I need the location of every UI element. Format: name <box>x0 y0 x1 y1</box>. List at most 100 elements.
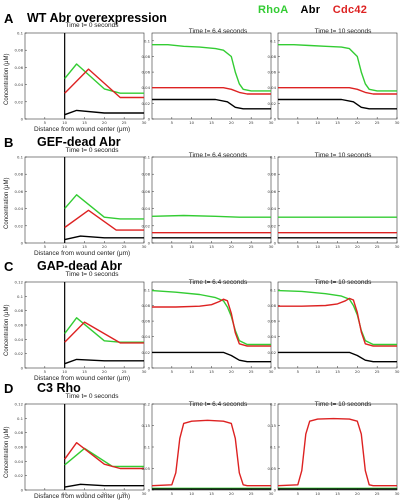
panel-b3-xtick-label: 20 <box>355 244 360 249</box>
panel-a2-ytick-label: 0.08 <box>142 54 151 59</box>
panel-a1-series-cdc42 <box>64 68 144 99</box>
panel-d2-ytick-label: 0.1 <box>144 445 151 450</box>
row-letter-d: D <box>4 381 14 396</box>
panel-b3-xtick-label: 25 <box>375 244 380 249</box>
panel-c2-ytick-label: 0.04 <box>142 334 151 339</box>
panel-title-b3: Time t= 10 seconds <box>314 152 372 159</box>
panel-b2-xtick-label: 20 <box>229 244 234 249</box>
panel-c2-xtick-label: 15 <box>209 369 214 374</box>
panel-b2-xtick-label: 25 <box>249 244 254 249</box>
panel-a2-xtick-label: 15 <box>209 120 214 125</box>
panel-d3-ytick-label: 0 <box>274 488 277 493</box>
panel-a1: 0 0.02 0.04 0.06 0.08 0.1 5 10 15 20 25 30 <box>15 31 147 126</box>
panel-b1-ytick-label: 0.04 <box>15 206 24 211</box>
panel-a2-ytick-label: 0 <box>148 117 151 122</box>
panel-c1-xtick-label: 5 <box>44 369 47 374</box>
panel-d3-ytick-label: 0.1 <box>270 445 277 450</box>
panel-b2: 0 0.02 0.04 0.06 0.08 0.1 5 10 15 20 25 30 <box>142 155 274 250</box>
panel-d1-ytick-label: 0.1 <box>17 416 24 421</box>
panel-c3-xtick-label: 30 <box>395 369 400 374</box>
panel-c2-xtick-label: 25 <box>249 369 254 374</box>
panel-a2-xtick-label: 10 <box>189 120 194 125</box>
legend-cdc42: Cdc42 <box>332 4 368 16</box>
panel-d1-xtick-label: 10 <box>62 491 67 496</box>
panel-c1-xtick-label: 25 <box>122 369 127 374</box>
panel-title-a3: Time t= 10 seconds <box>314 28 372 35</box>
panel-d1-series-rhoa <box>64 447 144 468</box>
panel-c2: 0 0.02 0.04 0.06 0.08 0.1 5 10 15 20 25 30 <box>142 281 274 374</box>
panel-b2-xtick-label: 5 <box>171 244 174 249</box>
panel-c2-xtick-label: 20 <box>229 369 234 374</box>
panel-c2-series-cdc42 <box>152 298 271 347</box>
panel-c1: 0 0.02 0.04 0.06 0.08 0.1 0.12 5 10 15 20 25 30 <box>15 280 147 375</box>
panel-b2-ytick-label: 0.1 <box>144 155 151 160</box>
row-title-a: WT Abr overexpression <box>27 11 167 25</box>
panel-a3-ytick-label: 0 <box>274 117 277 122</box>
panel-d1-ytick-label: 0.12 <box>15 402 24 407</box>
panel-d2-xtick-label: 30 <box>269 491 274 496</box>
panel-c1-ytick-label: 0.06 <box>15 323 24 328</box>
panel-c2-ytick-label: 0.08 <box>142 303 151 308</box>
panel-c3-ytick-label: 0.08 <box>268 303 277 308</box>
panel-c3-series-abr <box>278 351 397 363</box>
panel-b1-xtick-label: 20 <box>102 244 107 249</box>
row-title-c: GAP-dead Abr <box>37 259 122 273</box>
panel-b1-xtick-label: 10 <box>62 244 67 249</box>
legend-rhoa: RhoA <box>258 4 289 16</box>
panel-a1-xtick-label: 15 <box>82 120 87 125</box>
panel-title-a1: Time t= 0 seconds <box>65 22 119 29</box>
panel-c3-ytick-label: 0.06 <box>268 319 277 324</box>
panel-a1-series-rhoa <box>64 63 144 94</box>
panel-c1-xtick-label: 30 <box>142 369 147 374</box>
panel-d1-xtick-label: 25 <box>122 491 127 496</box>
panel-c2-ytick-label: 0.06 <box>142 319 151 324</box>
panel-b1-ytick-label: 0 <box>21 241 24 246</box>
panel-b3-xtick-label: 5 <box>297 244 300 249</box>
panel-a1-xtick-label: 5 <box>44 120 47 125</box>
xlabel-a: Distance from wound center (μm) <box>34 126 131 133</box>
panel-b3-ytick-label: 0.02 <box>268 223 277 228</box>
row-title-b: GEF-dead Abr <box>37 135 121 149</box>
panel-a3-xtick-label: 25 <box>375 120 380 125</box>
panel-b2-ytick-label: 0.06 <box>142 189 151 194</box>
panel-a2-xtick-label: 30 <box>269 120 274 125</box>
panel-c2-ytick-label: 0 <box>148 366 151 371</box>
panel-d2-xtick-label: 15 <box>209 491 214 496</box>
panel-c3-series-rhoa <box>277 289 397 346</box>
panel-d3-ytick-label: 0.15 <box>268 423 277 428</box>
panel-a1-ytick-label: 0.08 <box>15 48 24 53</box>
panel-d3-xtick-label: 5 <box>297 491 300 496</box>
panel-c3-ytick-label: 0.02 <box>268 350 277 355</box>
row-letter-b: B <box>4 135 14 150</box>
panel-b2-xtick-label: 10 <box>189 244 194 249</box>
panel-a3-xtick-label: 5 <box>297 120 300 125</box>
panel-a2: 0 0.02 0.04 0.06 0.08 0.1 5 10 15 20 25 30 <box>142 32 274 125</box>
panel-c1-xtick-label: 10 <box>62 369 67 374</box>
panel-b1-series-cdc42 <box>64 209 144 231</box>
panel-b1: 0 0.02 0.04 0.06 0.08 0.1 5 10 15 20 25 30 <box>15 155 147 250</box>
panel-a2-series-cdc42 <box>152 86 271 95</box>
panel-c1-ytick-label: 0.12 <box>15 280 24 285</box>
panel-b2-ytick-label: 0.04 <box>142 206 151 211</box>
panel-a1-ytick-label: 0.02 <box>15 99 24 104</box>
panel-a1-ytick-label: 0.04 <box>15 82 24 87</box>
panel-d2-xtick-label: 20 <box>229 491 234 496</box>
panel-a3-ytick-label: 0.06 <box>268 70 277 75</box>
panel-a2-ytick-label: 0.06 <box>142 70 151 75</box>
panel-title-d2: Time t= 6.4 seconds <box>188 401 248 408</box>
panel-c2-ytick-label: 0.1 <box>144 287 151 292</box>
panel-c2-xtick-label: 5 <box>171 369 174 374</box>
panel-c1-xtick-label: 20 <box>102 369 107 374</box>
panel-b3-ytick-label: 0.04 <box>268 206 277 211</box>
panel-a2-ytick-label: 0.04 <box>142 85 151 90</box>
panel-d3-ytick-label: 0.05 <box>268 466 277 471</box>
panel-b2-ytick-label: 0.08 <box>142 172 151 177</box>
panel-b3-ytick-label: 0.06 <box>268 189 277 194</box>
panel-d1-xtick-label: 15 <box>82 491 87 496</box>
panel-title-c3: Time t= 10 seconds <box>314 279 372 286</box>
panel-b2-xtick-label: 15 <box>209 244 214 249</box>
panel-a3-series-rhoa <box>278 44 397 92</box>
panel-title-b2: Time t= 6.4 seconds <box>188 152 248 159</box>
legend: RhoA Abr Cdc42 <box>258 4 376 16</box>
panel-c2-series-abr <box>152 351 271 363</box>
